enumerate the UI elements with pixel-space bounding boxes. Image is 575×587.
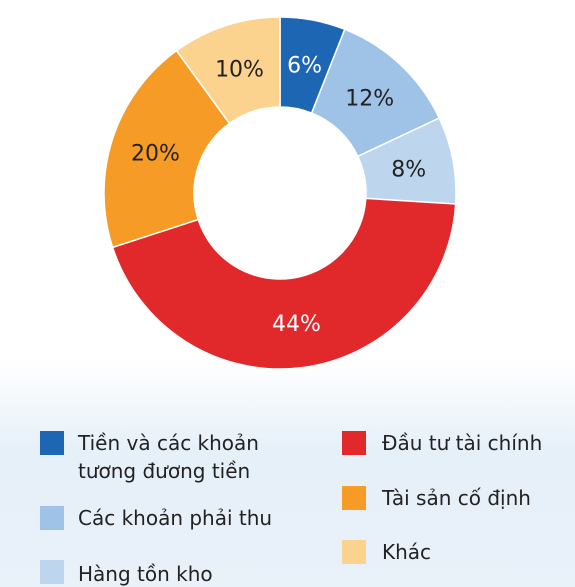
donut-slice <box>175 16 281 125</box>
legend-label: Khác <box>382 540 432 564</box>
legend-swatch <box>342 540 366 564</box>
donut-slice <box>111 197 457 370</box>
legend-label: Các khoản phải thu <box>78 506 273 530</box>
legend-label: Đầu tư tài chính <box>382 431 543 455</box>
value-label: 10% <box>215 57 264 82</box>
value-label: 6% <box>287 53 322 78</box>
chart: 6% 12% 8% 44% 20% 10% <box>103 16 457 370</box>
legend-swatch <box>40 560 64 584</box>
value-label: 44% <box>272 312 321 337</box>
background <box>0 360 575 587</box>
legend-swatch <box>40 506 64 530</box>
donut-slice <box>103 49 231 249</box>
legend-swatch <box>342 431 366 455</box>
value-label: 8% <box>391 157 426 182</box>
legend-swatch <box>342 486 366 510</box>
legend-label: Tiền và các khoản tương đương tiền <box>78 431 259 483</box>
value-label: 20% <box>131 142 180 167</box>
legend-label: Tài sản cố định <box>382 486 531 510</box>
legend-label: Hàng tồn kho <box>78 562 213 586</box>
legend-swatch <box>40 431 64 455</box>
value-label: 12% <box>345 87 394 112</box>
